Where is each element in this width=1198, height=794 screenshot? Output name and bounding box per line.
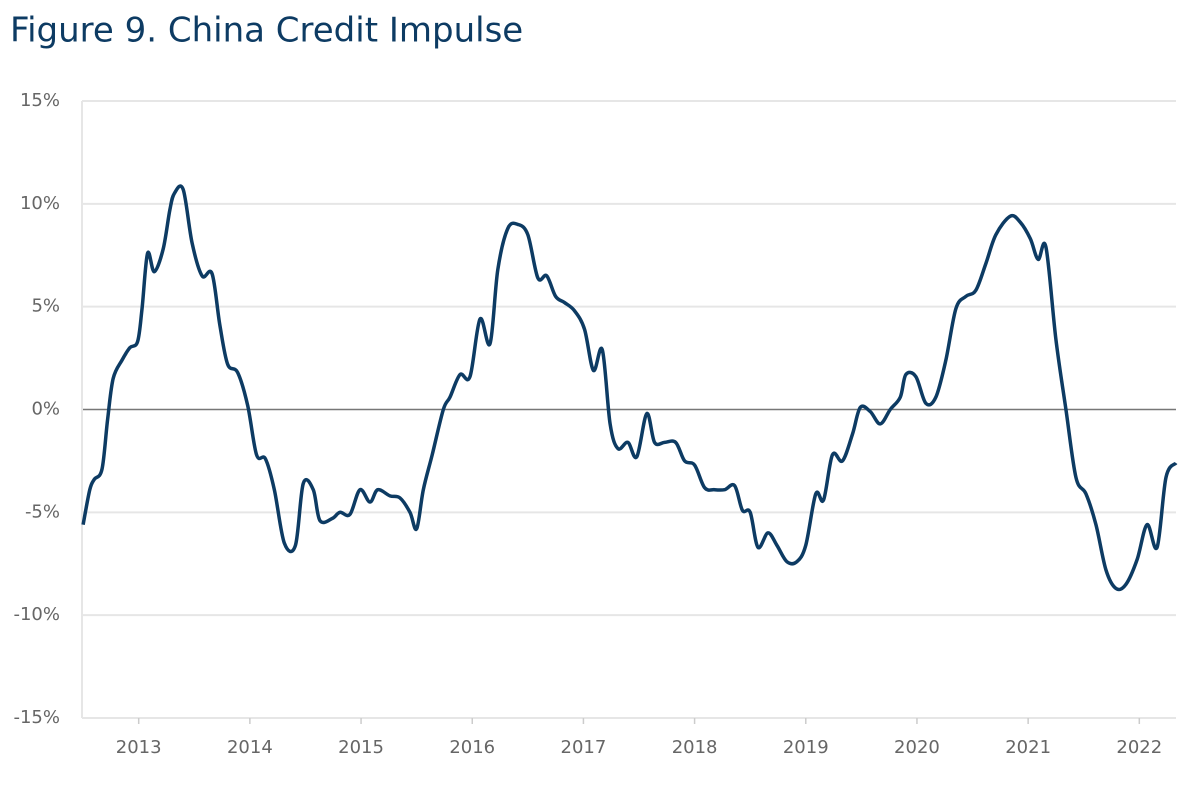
x-tick-label: 2019: [783, 737, 829, 758]
y-tick-label: 5%: [31, 296, 60, 317]
x-tick-label: 2013: [116, 737, 162, 758]
y-tick-label: -5%: [25, 501, 60, 522]
y-tick-label: 10%: [20, 193, 60, 214]
x-tick-label: 2014: [227, 737, 273, 758]
x-tick-label: 2015: [338, 737, 384, 758]
chart-title: Figure 9. China Credit Impulse: [10, 11, 523, 51]
x-tick-label: 2022: [1116, 737, 1162, 758]
x-tick-label: 2017: [561, 737, 607, 758]
x-tick-label: 2020: [894, 737, 940, 758]
y-tick-label: 15%: [20, 90, 60, 111]
y-tick-label: 0%: [31, 399, 60, 420]
x-tick-label: 2018: [672, 737, 718, 758]
line-series: [81, 184, 1178, 592]
y-tick-label: -15%: [13, 707, 60, 728]
y-tick-label: -10%: [13, 604, 60, 625]
x-tick-label: 2016: [449, 737, 495, 758]
x-tick-label: 2021: [1005, 737, 1051, 758]
